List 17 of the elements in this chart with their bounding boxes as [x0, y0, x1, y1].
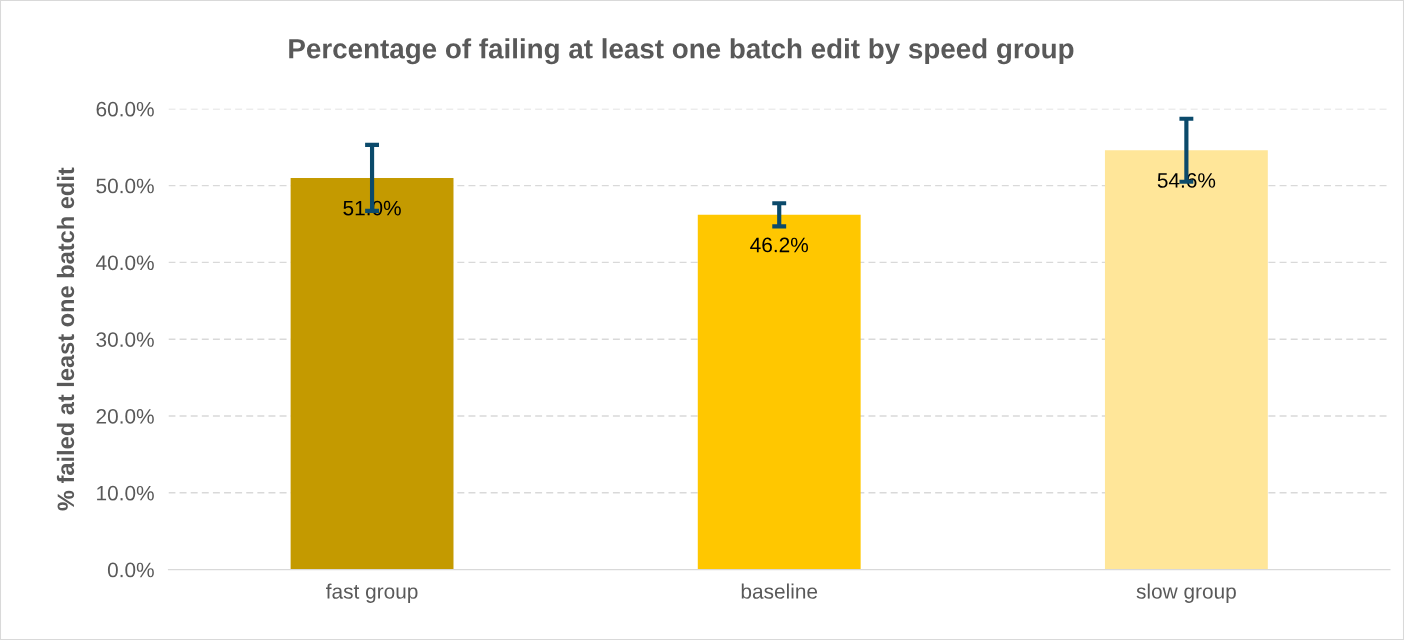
x-tick-label: baseline — [741, 583, 818, 599]
bar — [697, 214, 861, 570]
x-tick-label: slow group — [1136, 583, 1236, 603]
y-tick-label: 30.0% — [96, 332, 154, 347]
y-tick-label: 10.0% — [97, 485, 154, 501]
chart-title: Percentage of failing at least one batch edit by speed group — [289, 38, 1074, 65]
y-tick-label: 50.0% — [96, 178, 154, 194]
x-tick-label: fast group — [326, 583, 418, 603]
y-tick-label: 60.0% — [96, 101, 154, 117]
bar — [290, 177, 454, 570]
data-label: 54.6% — [1157, 173, 1216, 188]
data-label: 46.2% — [750, 237, 809, 253]
y-tick-label: 0.0% — [107, 562, 154, 578]
y-tick-label: 40.0% — [96, 255, 154, 271]
bar — [1104, 150, 1268, 570]
y-tick-label: 20.0% — [96, 409, 154, 424]
y-axis-title: % failed at least one batch edit — [56, 167, 75, 511]
